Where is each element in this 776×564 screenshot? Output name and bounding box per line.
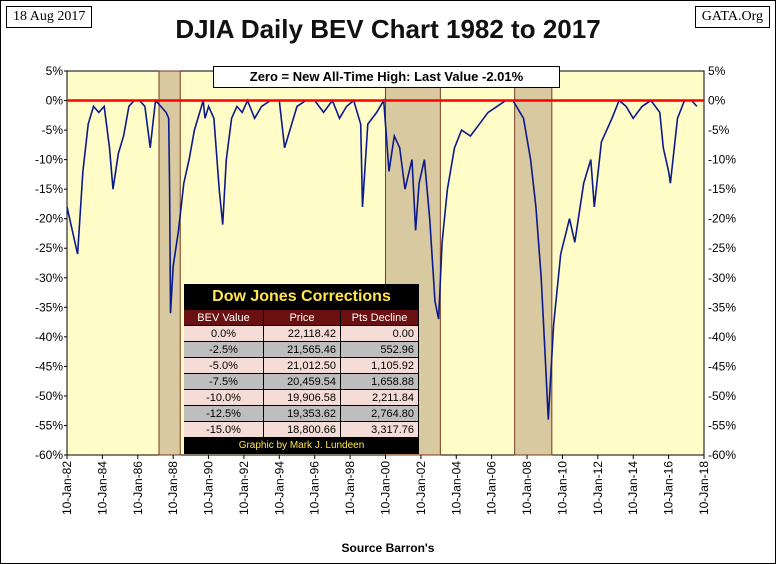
source-label: Source Barron's (341, 541, 435, 555)
y-tick-label-left: -5% (42, 123, 64, 137)
y-tick-label-left: -25% (35, 241, 63, 255)
table-row: -12.5% 19,353.62 2,764.80 (184, 406, 419, 422)
x-tick-label: 10-Jan-96 (308, 461, 322, 515)
header-pts-decline: Pts Decline (341, 310, 419, 326)
x-tick-label: 10-Jan-82 (60, 461, 74, 515)
x-tick-label: 10-Jan-94 (272, 461, 286, 515)
decline-cell: 1,105.92 (341, 358, 419, 374)
x-tick-label: 10-Jan-88 (166, 461, 180, 515)
decline-cell: 552.96 (341, 342, 419, 358)
y-tick-label-right: -45% (708, 359, 736, 373)
table-row: -5.0% 21,012.50 1,105.92 (184, 358, 419, 374)
bev-cell: -5.0% (184, 358, 264, 374)
y-tick-label-left: 0% (46, 94, 64, 108)
price-cell: 19,353.62 (264, 406, 341, 422)
decline-cell: 1,658.88 (341, 374, 419, 390)
price-cell: 21,565.46 (264, 342, 341, 358)
header-bev-value: BEV Value (184, 310, 264, 326)
decline-cell: 0.00 (341, 326, 419, 342)
y-tick-label-right: -5% (708, 123, 730, 137)
bev-cell: -7.5% (184, 374, 264, 390)
y-tick-label-left: -30% (35, 271, 63, 285)
y-tick-label-right: -60% (708, 448, 736, 462)
corrections-table: Dow Jones Corrections BEV Value Price Pt… (184, 284, 419, 454)
x-tick-label: 10-Jan-08 (520, 461, 534, 515)
y-tick-label-right: 5% (708, 64, 726, 78)
date-stamp: 18 Aug 2017 (6, 6, 93, 28)
x-tick-label: 10-Jan-92 (237, 461, 251, 515)
decline-cell: 3,317.76 (341, 422, 419, 438)
y-tick-label-left: -15% (35, 182, 63, 196)
graphic-credit: Graphic by Mark J. Lundeen (238, 440, 365, 451)
x-tick-label: 10-Jan-98 (343, 461, 357, 515)
price-cell: 19,906.58 (264, 390, 341, 406)
x-tick-label: 10-Jan-86 (131, 461, 145, 515)
bev-cell: -15.0% (184, 422, 264, 438)
x-tick-label: 10-Jan-14 (626, 461, 640, 515)
x-tick-label: 10-Jan-00 (379, 461, 393, 515)
y-tick-label-left: 5% (46, 64, 64, 78)
y-tick-label-left: -55% (35, 418, 63, 432)
x-axis: 10-Jan-82 10-Jan-84 10-Jan-86 10-Jan-88 10-J… (60, 455, 711, 515)
y-tick-label-right: -30% (708, 271, 736, 285)
y-axis-right: 5% 0% -5% -10% -15% -20% -25% -30% -35% -40% -45% -… (708, 64, 736, 462)
bev-cell: -10.0% (184, 390, 264, 406)
corrections-table-title: Dow Jones Corrections (212, 288, 391, 305)
x-tick-label: 10-Jan-10 (555, 461, 569, 515)
table-row: -15.0% 18,800.66 3,317.76 (184, 422, 419, 438)
y-tick-label-left: -40% (35, 330, 63, 344)
y-tick-label-right: -10% (708, 153, 736, 167)
y-tick-label-right: -40% (708, 330, 736, 344)
org-stamp: GATA.Org (694, 6, 770, 28)
bev-series-line (66, 97, 698, 420)
shaded-period (514, 70, 553, 456)
y-tick-label-left: -60% (35, 448, 63, 462)
x-tick-label: 10-Jan-06 (485, 461, 499, 515)
y-tick-label-right: -25% (708, 241, 736, 255)
table-row: -10.0% 19,906.58 2,211.84 (184, 390, 419, 406)
last-value-note: Zero = New All-Time High: Last Value -2.… (213, 66, 560, 88)
y-tick-label-right: 0% (708, 94, 726, 108)
corrections-table-header: BEV Value Price Pts Decline (184, 310, 419, 326)
x-tick-label: 10-Jan-04 (449, 461, 463, 515)
bev-cell: -12.5% (184, 406, 264, 422)
decline-cell: 2,211.84 (341, 390, 419, 406)
y-tick-label-left: -10% (35, 153, 63, 167)
price-cell: 21,012.50 (264, 358, 341, 374)
x-tick-label: 10-Jan-90 (202, 461, 216, 515)
y-tick-label-right: -35% (708, 300, 736, 314)
y-tick-label-left: -35% (35, 300, 63, 314)
y-tick-label-left: -50% (35, 389, 63, 403)
y-tick-label-right: -20% (708, 212, 736, 226)
y-tick-label-right: -50% (708, 389, 736, 403)
header-price: Price (264, 310, 341, 326)
y-axis-left: 5% 0% -5% -10% -15% -20% -25% -30% -35% -40% -45% -… (35, 64, 67, 462)
table-row: -7.5% 20,459.54 1,658.88 (184, 374, 419, 390)
x-tick-label: 10-Jan-18 (697, 461, 711, 515)
price-cell: 22,118.42 (264, 326, 341, 342)
x-tick-label: 10-Jan-84 (95, 461, 109, 515)
price-cell: 20,459.54 (264, 374, 341, 390)
bev-cell: 0.0% (184, 326, 264, 342)
decline-cell: 2,764.80 (341, 406, 419, 422)
chart-title: DJIA Daily BEV Chart 1982 to 2017 (175, 14, 601, 44)
table-row: -2.5% 21,565.46 552.96 (184, 342, 419, 358)
x-tick-label: 10-Jan-12 (591, 461, 605, 515)
y-tick-label-right: -15% (708, 182, 736, 196)
y-tick-label-right: -55% (708, 418, 736, 432)
x-tick-label: 10-Jan-02 (414, 461, 428, 515)
price-cell: 18,800.66 (264, 422, 341, 438)
y-tick-label-left: -20% (35, 212, 63, 226)
table-row: 0.0% 22,118.42 0.00 (184, 326, 419, 342)
y-tick-label-left: -45% (35, 359, 63, 373)
bev-cell: -2.5% (184, 342, 264, 358)
x-tick-label: 10-Jan-16 (662, 461, 676, 515)
